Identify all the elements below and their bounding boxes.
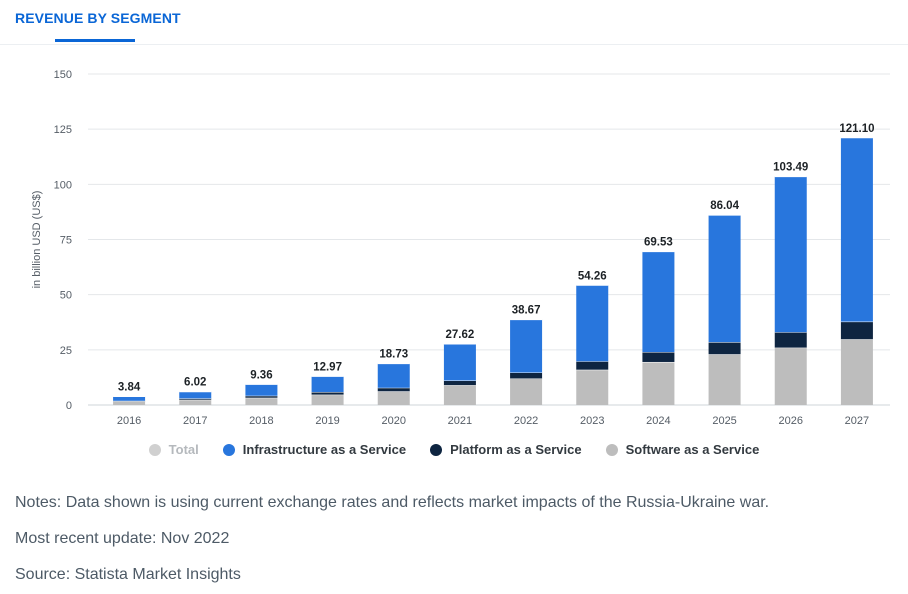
bar-platform-as-a-service bbox=[377, 387, 410, 392]
legend-item-platform-as-a-service[interactable]: Platform as a Service bbox=[430, 442, 582, 457]
bar-infrastructure-as-a-service bbox=[443, 344, 476, 381]
y-axis-title: in billion USD (US$) bbox=[31, 191, 43, 289]
bar-infrastructure-as-a-service bbox=[642, 251, 675, 353]
legend-swatch-icon bbox=[430, 443, 443, 456]
total-data-label: 121.10 bbox=[839, 123, 874, 135]
legend-item-software-as-a-service[interactable]: Software as a Service bbox=[605, 442, 760, 457]
bar-infrastructure-as-a-service bbox=[377, 363, 410, 388]
legend-item-total[interactable]: Total bbox=[148, 442, 199, 457]
legend-label: Total bbox=[168, 442, 199, 457]
x-tick-label: 2017 bbox=[183, 415, 207, 427]
total-data-label: 54.26 bbox=[578, 270, 607, 282]
bar-platform-as-a-service bbox=[774, 332, 807, 348]
tab-header: REVENUE BY SEGMENT bbox=[0, 0, 908, 45]
bar-platform-as-a-service bbox=[311, 391, 344, 395]
chart-legend: Total Infrastructure as a Service Platform… bbox=[0, 442, 908, 457]
bar-platform-as-a-service bbox=[576, 361, 609, 370]
bar-software-as-a-service bbox=[642, 361, 675, 405]
bar-software-as-a-service bbox=[113, 401, 146, 405]
bar-software-as-a-service bbox=[443, 385, 476, 405]
bar-software-as-a-service bbox=[179, 399, 212, 405]
x-tick-label: 2021 bbox=[448, 415, 472, 427]
y-tick-label: 50 bbox=[60, 290, 72, 302]
total-data-label: 12.97 bbox=[313, 361, 342, 373]
x-tick-label: 2016 bbox=[117, 415, 141, 427]
x-tick-label: 2020 bbox=[382, 415, 406, 427]
total-data-label: 3.84 bbox=[118, 382, 141, 394]
tab-revenue-by-segment[interactable]: REVENUE BY SEGMENT bbox=[15, 10, 181, 26]
y-tick-label: 0 bbox=[66, 400, 72, 412]
y-tick-label: 150 bbox=[54, 69, 72, 81]
legend-label: Platform as a Service bbox=[450, 442, 582, 457]
legend-label: Software as a Service bbox=[625, 442, 760, 457]
bar-platform-as-a-service bbox=[510, 372, 543, 379]
bar-infrastructure-as-a-service bbox=[113, 396, 146, 401]
legend-item-infrastructure-as-a-service[interactable]: Infrastructure as a Service bbox=[222, 442, 407, 457]
bar-software-as-a-service bbox=[708, 354, 741, 405]
legend-swatch-icon bbox=[148, 443, 161, 456]
bar-software-as-a-service bbox=[311, 394, 344, 405]
bar-software-as-a-service bbox=[377, 391, 410, 405]
total-data-label: 103.49 bbox=[773, 162, 808, 174]
update-date: Most recent update: Nov 2022 bbox=[15, 530, 230, 547]
bar-platform-as-a-service bbox=[840, 321, 873, 340]
x-tick-label: 2025 bbox=[712, 415, 736, 427]
total-data-label: 6.02 bbox=[184, 377, 206, 389]
x-tick-label: 2018 bbox=[249, 415, 273, 427]
x-tick-label: 2024 bbox=[646, 415, 670, 427]
active-tab-indicator bbox=[55, 39, 135, 42]
y-tick-label: 100 bbox=[54, 179, 72, 191]
bar-infrastructure-as-a-service bbox=[576, 285, 609, 362]
total-data-label: 27.62 bbox=[446, 329, 475, 341]
bar-software-as-a-service bbox=[774, 347, 807, 405]
y-tick-label: 75 bbox=[60, 235, 72, 247]
bar-software-as-a-service bbox=[510, 378, 543, 405]
x-tick-label: 2027 bbox=[845, 415, 869, 427]
bar-software-as-a-service bbox=[576, 369, 609, 405]
legend-swatch-icon bbox=[222, 443, 235, 456]
bar-infrastructure-as-a-service bbox=[840, 137, 873, 322]
bar-platform-as-a-service bbox=[179, 398, 212, 400]
x-tick-label: 2026 bbox=[779, 415, 803, 427]
bar-platform-as-a-service bbox=[245, 395, 278, 398]
bar-software-as-a-service bbox=[840, 339, 873, 405]
x-tick-label: 2023 bbox=[580, 415, 604, 427]
bar-infrastructure-as-a-service bbox=[245, 384, 278, 396]
total-data-label: 69.53 bbox=[644, 237, 673, 249]
x-tick-label: 2019 bbox=[315, 415, 339, 427]
y-tick-label: 25 bbox=[60, 345, 72, 357]
chart-source: Source: Statista Market Insights bbox=[15, 566, 241, 583]
y-tick-label: 125 bbox=[54, 124, 72, 136]
bar-infrastructure-as-a-service bbox=[179, 391, 212, 399]
bar-platform-as-a-service bbox=[708, 342, 741, 355]
chart-notes: Notes: Data shown is using current excha… bbox=[15, 494, 770, 511]
total-data-label: 38.67 bbox=[512, 305, 541, 317]
revenue-chart: 0 25 50 75 100 125 150 in billion USD (US$) 3.84… bbox=[31, 69, 890, 427]
bar-infrastructure-as-a-service bbox=[774, 176, 807, 333]
legend-swatch-icon bbox=[605, 443, 618, 456]
total-data-label: 18.73 bbox=[379, 349, 408, 361]
bar-platform-as-a-service bbox=[443, 380, 476, 386]
total-data-label: 9.36 bbox=[250, 369, 272, 381]
x-tick-label: 2022 bbox=[514, 415, 538, 427]
bar-platform-as-a-service bbox=[642, 352, 675, 362]
total-data-label: 86.04 bbox=[710, 200, 739, 212]
legend-label: Infrastructure as a Service bbox=[242, 442, 407, 457]
bar-software-as-a-service bbox=[245, 397, 278, 405]
bar-infrastructure-as-a-service bbox=[311, 376, 344, 392]
bar-infrastructure-as-a-service bbox=[510, 319, 543, 373]
bar-infrastructure-as-a-service bbox=[708, 215, 741, 343]
